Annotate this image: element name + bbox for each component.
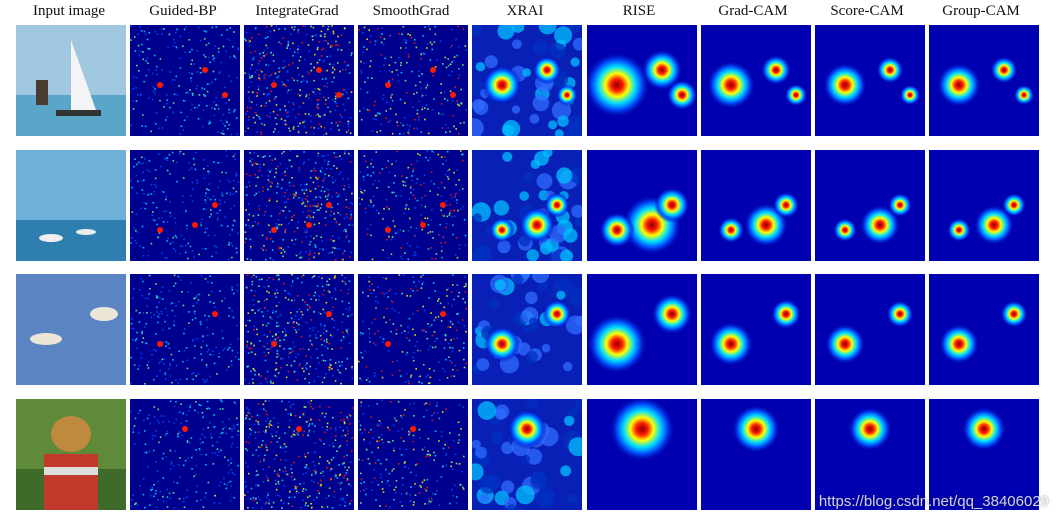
image-dog-rise xyxy=(587,399,697,510)
image-sailboats-smoothgrad xyxy=(358,25,468,136)
image-boats-input-image xyxy=(16,150,126,261)
header-input-image: Input image xyxy=(32,3,106,19)
heatmap-svg xyxy=(701,25,811,136)
image-sailboats-grad-cam xyxy=(701,25,811,136)
watermark: https://blog.csdn.net/qq_38406029 xyxy=(818,493,1049,510)
image-dog-grad-cam xyxy=(701,399,811,510)
image-birds-grad-cam xyxy=(701,274,811,385)
header-rise: RISE xyxy=(622,3,656,19)
image-birds-group-cam xyxy=(929,274,1039,385)
header-xrai: XRAI xyxy=(506,3,544,19)
image-birds-xrai xyxy=(472,274,582,385)
heatmap-svg xyxy=(130,399,240,510)
image-birds-integrategrad xyxy=(244,274,354,385)
heatmap-svg xyxy=(16,150,126,261)
image-dog-smoothgrad xyxy=(358,399,468,510)
header-grad-cam: Grad-CAM xyxy=(718,3,788,19)
heatmap-svg xyxy=(16,274,126,385)
heatmap-svg xyxy=(130,150,240,261)
header-integrategrad: IntegrateGrad xyxy=(255,3,339,19)
image-boats-score-cam xyxy=(815,150,925,261)
heatmap-svg xyxy=(244,399,354,510)
image-dog-input-image xyxy=(16,399,126,510)
image-birds-smoothgrad xyxy=(358,274,468,385)
image-birds-rise xyxy=(587,274,697,385)
heatmap-svg xyxy=(244,150,354,261)
heatmap-svg xyxy=(130,274,240,385)
image-boats-smoothgrad xyxy=(358,150,468,261)
image-boats-integrategrad xyxy=(244,150,354,261)
heatmap-svg xyxy=(472,274,582,385)
heatmap-svg xyxy=(472,399,582,510)
heatmap-svg xyxy=(16,399,126,510)
heatmap-svg xyxy=(358,399,468,510)
heatmap-svg xyxy=(929,399,1039,510)
image-dog-group-cam xyxy=(929,399,1039,510)
image-sailboats-rise xyxy=(587,25,697,136)
heatmap-svg xyxy=(587,150,697,261)
image-birds-input-image xyxy=(16,274,126,385)
image-sailboats-guided-bp xyxy=(130,25,240,136)
header-score-cam: Score-CAM xyxy=(830,3,904,19)
image-birds-score-cam xyxy=(815,274,925,385)
heatmap-svg xyxy=(358,274,468,385)
image-sailboats-xrai xyxy=(472,25,582,136)
image-dog-guided-bp xyxy=(130,399,240,510)
heatmap-svg xyxy=(929,274,1039,385)
header-group-cam: Group-CAM xyxy=(942,3,1020,19)
image-dog-score-cam xyxy=(815,399,925,510)
heatmap-svg xyxy=(587,274,697,385)
heatmap-svg xyxy=(244,25,354,136)
heatmap-svg xyxy=(815,150,925,261)
heatmap-svg xyxy=(701,274,811,385)
heatmap-svg xyxy=(358,25,468,136)
image-boats-rise xyxy=(587,150,697,261)
image-sailboats-score-cam xyxy=(815,25,925,136)
image-sailboats-group-cam xyxy=(929,25,1039,136)
heatmap-svg xyxy=(472,25,582,136)
image-boats-group-cam xyxy=(929,150,1039,261)
heatmap-svg xyxy=(244,274,354,385)
heatmap-svg xyxy=(587,25,697,136)
heatmap-svg xyxy=(358,150,468,261)
heatmap-svg xyxy=(701,399,811,510)
header-guided-bp: Guided-BP xyxy=(149,3,217,19)
image-birds-guided-bp xyxy=(130,274,240,385)
image-sailboats-integrategrad xyxy=(244,25,354,136)
heatmap-svg xyxy=(130,25,240,136)
image-dog-integrategrad xyxy=(244,399,354,510)
heatmap-svg xyxy=(929,25,1039,136)
image-dog-xrai xyxy=(472,399,582,510)
image-boats-guided-bp xyxy=(130,150,240,261)
heatmap-svg xyxy=(16,25,126,136)
heatmap-svg xyxy=(815,25,925,136)
image-boats-xrai xyxy=(472,150,582,261)
image-sailboats-input-image xyxy=(16,25,126,136)
heatmap-svg xyxy=(587,399,697,510)
heatmap-svg xyxy=(815,274,925,385)
header-smoothgrad: SmoothGrad xyxy=(372,3,450,19)
image-boats-grad-cam xyxy=(701,150,811,261)
heatmap-svg xyxy=(472,150,582,261)
heatmap-svg xyxy=(929,150,1039,261)
heatmap-svg xyxy=(815,399,925,510)
heatmap-svg xyxy=(701,150,811,261)
